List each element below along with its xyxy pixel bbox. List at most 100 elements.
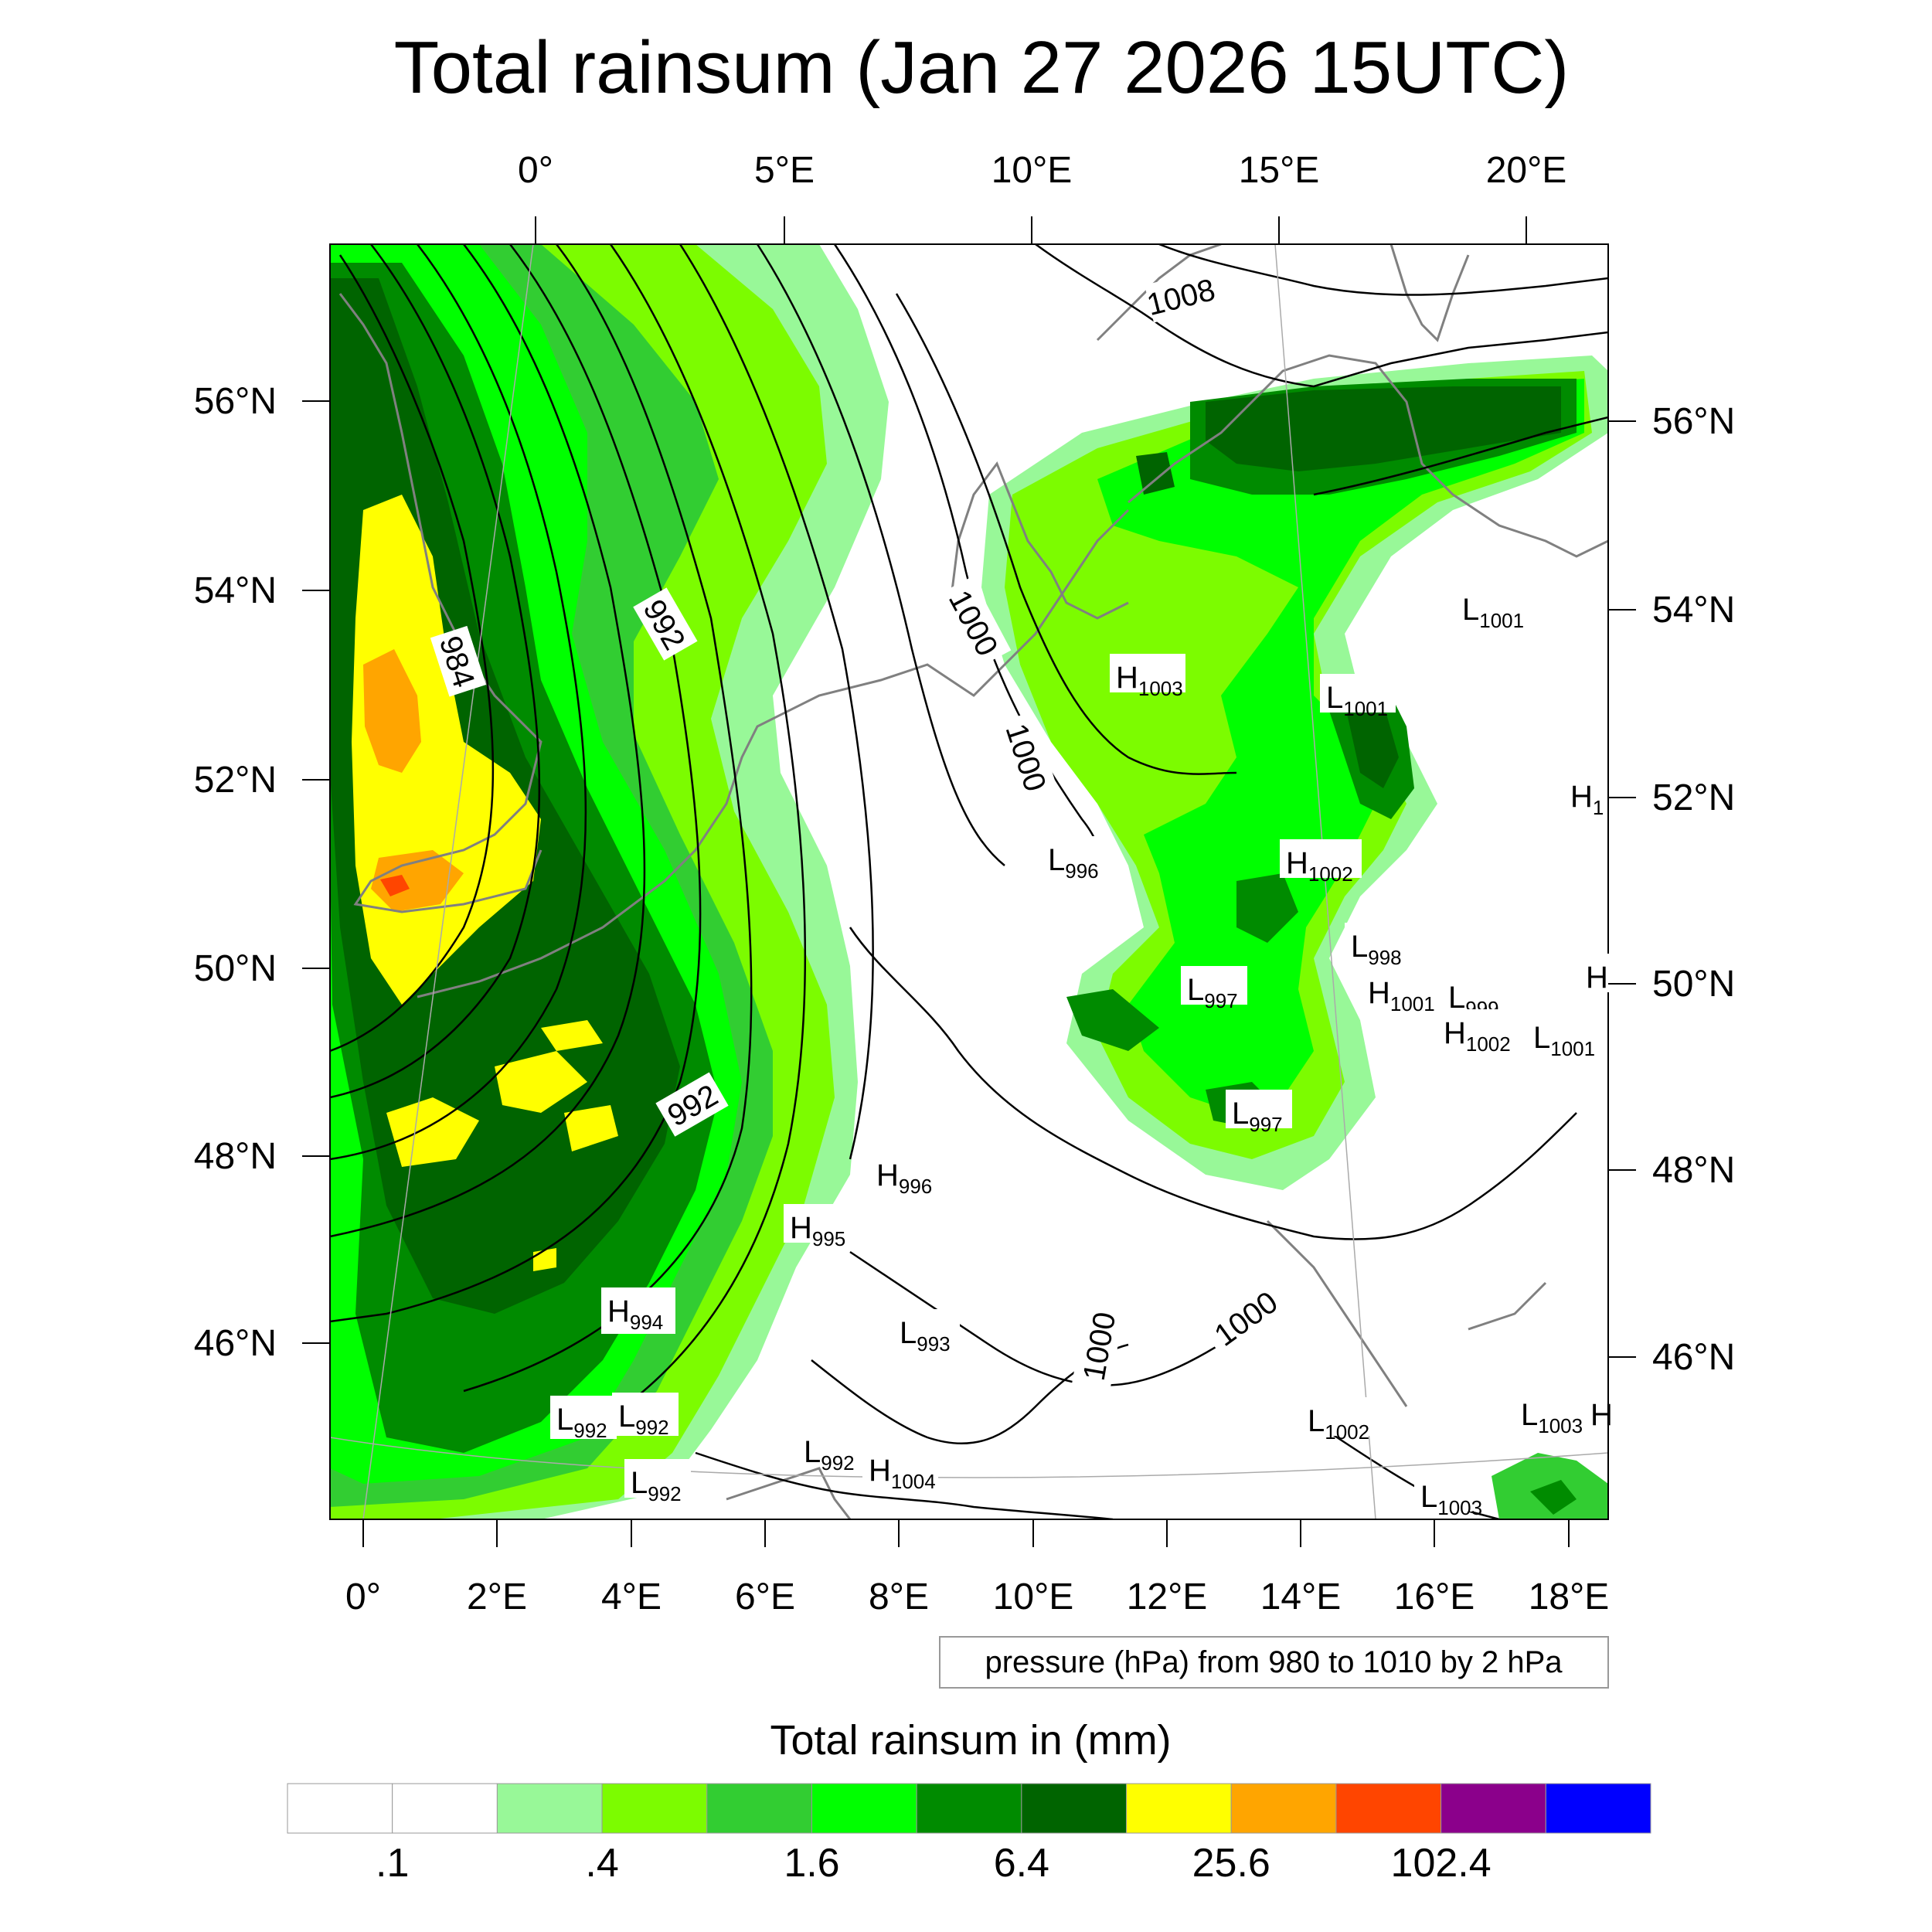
svg-text:L1003: L1003 [1521, 1398, 1583, 1437]
coastlines [338, 244, 1608, 1519]
lat-label-left: 54°N [194, 570, 277, 611]
colorbar-cells [287, 1783, 1651, 1834]
svg-text:H1002: H1002 [1286, 846, 1353, 886]
rain-area-orange-west [363, 649, 464, 912]
pressure-center-label: L1001 [1320, 674, 1396, 720]
colorbar-tick-label: .4 [585, 1841, 618, 1886]
lat-label-left: 50°N [194, 948, 277, 989]
svg-text:H994: H994 [607, 1294, 663, 1334]
pressure-center-label: L992 [624, 1459, 691, 1505]
svg-text:L992: L992 [618, 1400, 669, 1439]
lat-label-right: 54°N [1652, 590, 1735, 631]
pressure-center-label: H1 [1564, 773, 1604, 819]
svg-text:L998: L998 [1351, 930, 1402, 969]
coastline-denmark [949, 461, 1129, 620]
pressure-centers: L1001 H1003 L1001 H1 L996 H1002 L998 L99… [550, 586, 1613, 1519]
isobar-line [679, 244, 874, 1160]
isobar-line [1158, 244, 1608, 296]
isobar-line [695, 1451, 1114, 1519]
pressure-center-label: L997 [1226, 1090, 1292, 1136]
lon-label-bottom: 2°E [467, 1577, 527, 1617]
pressure-center-label: L992 [550, 1396, 617, 1442]
svg-text:H1003: H1003 [1116, 661, 1183, 700]
map-plot-area [329, 243, 1609, 1520]
pressure-note: pressure (hPa) from 980 to 1010 by 2 hPa [939, 1636, 1609, 1689]
isobar-line [463, 244, 753, 1393]
svg-text:H1002: H1002 [1444, 1016, 1511, 1056]
isobar-line [330, 244, 646, 1238]
colorbar-cell [287, 1783, 393, 1834]
svg-text:H996: H996 [876, 1158, 932, 1198]
pressure-center-label: H1002 [1280, 839, 1362, 886]
svg-text:H1001: H1001 [1368, 976, 1435, 1015]
pressure-center-label: L992 [798, 1428, 864, 1475]
svg-text:L996: L996 [1048, 843, 1099, 883]
pressure-center-label: H [1587, 1391, 1613, 1432]
graticule-meridian [1274, 244, 1376, 1519]
colorbar-tick-label: .1 [376, 1841, 409, 1886]
lat-label-right: 46°N [1652, 1337, 1735, 1378]
colorbar-cell [811, 1783, 917, 1834]
pressure-center-label: H [1580, 954, 1611, 995]
colorbar-cell [1335, 1783, 1442, 1834]
colorbar-tick-label: 6.4 [994, 1841, 1049, 1886]
pressure-center-label: H1003 [1110, 654, 1185, 700]
map-frame [329, 243, 1609, 1520]
svg-text:L1001: L1001 [1533, 1021, 1595, 1060]
lon-label-top: 0° [518, 150, 553, 191]
lat-label-right: 48°N [1652, 1150, 1735, 1191]
pressure-center-label: L992 [612, 1393, 679, 1439]
pressure-center-label: L1003 [1515, 1391, 1590, 1437]
colorbar-cell [496, 1783, 603, 1834]
isobar-line [330, 244, 702, 1323]
axis-labels: 0° 5°E 10°E 15°E 20°E 0° 2°E 4°E 6°E 8°E… [194, 150, 1736, 1617]
svg-text:H1004: H1004 [869, 1454, 936, 1493]
coastline-scandinavia [1096, 244, 1470, 342]
isobar-line [895, 293, 1237, 775]
svg-text:L1002: L1002 [1308, 1404, 1369, 1444]
lon-label-bottom: 6°E [735, 1577, 795, 1617]
colorbar-cell [1021, 1783, 1128, 1834]
svg-text:L997: L997 [1232, 1097, 1283, 1136]
svg-text:L1001: L1001 [1462, 593, 1524, 632]
svg-text:H: H [1590, 1398, 1613, 1432]
pressure-note-box [939, 1636, 1609, 1689]
pressure-center-label: L998 [1345, 923, 1411, 969]
graticule-meridian [362, 244, 534, 1519]
lon-label-bottom: 16°E [1394, 1577, 1475, 1617]
lon-label-bottom: 0° [345, 1577, 381, 1617]
lat-label-right: 56°N [1652, 401, 1735, 442]
svg-text:L993: L993 [900, 1316, 951, 1355]
pressure-center-label: L1003 [1414, 1473, 1490, 1519]
lat-label-left: 52°N [194, 760, 277, 801]
coastline-med [726, 1467, 852, 1519]
svg-text:L992: L992 [556, 1403, 607, 1442]
isobar-line [602, 244, 807, 1423]
rain-area-yellow-patches [386, 1020, 618, 1271]
figure-title: Total rainsum (Jan 27 2026 15UTC) [394, 26, 1570, 109]
pressure-center-label: H995 [784, 1204, 850, 1250]
svg-text:H1: H1 [1570, 780, 1604, 819]
lon-label-bottom: 12°E [1127, 1577, 1208, 1617]
pressure-center-label: L993 [893, 1309, 960, 1355]
rain-area-red-west [380, 875, 410, 896]
pressure-center-label: H994 [601, 1287, 675, 1334]
pressure-center-label: L1002 [1301, 1397, 1377, 1444]
colorbar-tick-labels: .1 .4 1.6 6.4 25.6 102.4 [376, 1841, 1492, 1886]
isobar-line [330, 244, 541, 1099]
pressure-center-label: H1001 [1362, 969, 1437, 1015]
colorbar-cell [1440, 1783, 1546, 1834]
lat-label-right: 50°N [1652, 964, 1735, 1005]
lat-label-left: 56°N [194, 381, 277, 422]
pressure-center-label: H1002 [1437, 1009, 1513, 1056]
coastline-uk [338, 293, 543, 913]
rainfall-shading [330, 244, 1608, 1519]
lon-label-top: 5°E [754, 150, 815, 191]
colorbar-tick-label: 102.4 [1391, 1841, 1492, 1886]
lon-label-bottom: 14°E [1260, 1577, 1342, 1617]
lon-label-top: 20°E [1486, 150, 1567, 191]
isobar-line [330, 244, 587, 1161]
lat-label-right: 52°N [1652, 777, 1735, 818]
